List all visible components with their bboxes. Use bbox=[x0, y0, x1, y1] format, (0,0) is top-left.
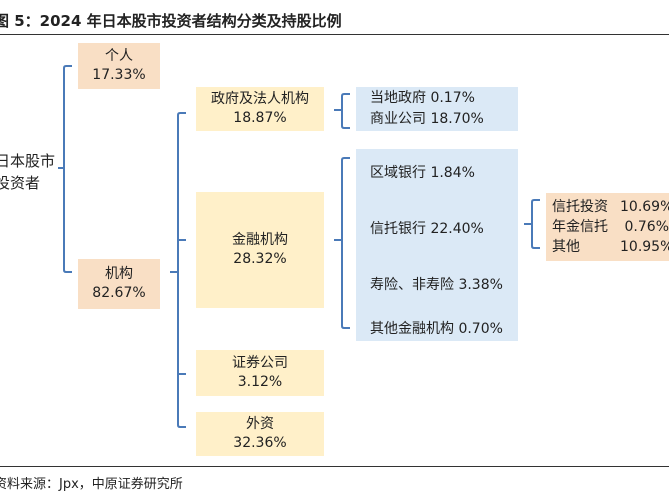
gov-corp-detail-box: 当地政府 0.17% 商业公司 18.70% bbox=[356, 87, 518, 131]
financial-box: 金融机构 28.32% bbox=[196, 192, 324, 308]
detail-insurance: 寿险、非寿险 3.38% bbox=[370, 277, 503, 293]
individual-box: 个人 17.33% bbox=[78, 43, 160, 89]
detail-commercial-company: 商业公司 18.70% bbox=[370, 111, 484, 127]
root-node: 日本股市 投资者 bbox=[0, 150, 60, 194]
individual-label: 个人 bbox=[105, 48, 133, 64]
root-bracket bbox=[63, 65, 72, 273]
trust-investment-name: 信托投资 bbox=[552, 199, 608, 215]
foreign-label: 外资 bbox=[246, 416, 274, 432]
detail-trust-bank: 信托银行 22.40% bbox=[370, 221, 484, 237]
individual-value: 17.33% bbox=[92, 67, 146, 83]
detail-local-government: 当地政府 0.17% bbox=[370, 90, 475, 106]
securities-value: 3.12% bbox=[237, 374, 283, 390]
pension-trust-name: 年金信托 bbox=[552, 219, 608, 235]
institution-label: 机构 bbox=[105, 266, 133, 282]
trust-detail-box bbox=[546, 193, 669, 261]
financial-label: 金融机构 bbox=[232, 232, 288, 248]
gov-corp-label: 政府及法人机构 bbox=[211, 91, 309, 107]
financial-bracket bbox=[341, 157, 350, 329]
institution-bracket bbox=[177, 112, 186, 428]
pension-trust-value: 0.76% bbox=[624, 219, 669, 235]
footer-rule bbox=[0, 466, 669, 467]
detail-other-financial: 其他金融机构 0.70% bbox=[370, 321, 503, 337]
root-line2: 投资者 bbox=[0, 174, 41, 192]
title-rule bbox=[0, 34, 669, 35]
foreign-value: 32.36% bbox=[233, 435, 287, 451]
trust-bracket bbox=[531, 199, 540, 249]
financial-detail-box bbox=[356, 149, 518, 341]
trust-other-value: 10.95% bbox=[620, 239, 669, 255]
figure-title: 图 5：2024 年日本股市投资者结构分类及持股比例 bbox=[0, 12, 342, 30]
gov-corp-value: 18.87% bbox=[233, 110, 287, 126]
securities-label: 证券公司 bbox=[232, 355, 288, 371]
root-line1: 日本股市 bbox=[0, 152, 56, 170]
institution-value: 82.67% bbox=[92, 285, 146, 301]
source-note: 资料来源：Jpx，中原证券研究所 bbox=[0, 477, 183, 492]
financial-value: 28.32% bbox=[233, 251, 287, 267]
foreign-box: 外资 32.36% bbox=[196, 412, 324, 456]
trust-investment-value: 10.69% bbox=[620, 199, 669, 215]
gov-corp-bracket bbox=[341, 93, 350, 129]
securities-box: 证券公司 3.12% bbox=[196, 350, 324, 396]
detail-regional-bank: 区域银行 1.84% bbox=[370, 165, 475, 181]
gov-corp-box: 政府及法人机构 18.87% bbox=[196, 87, 324, 131]
institution-box: 机构 82.67% bbox=[78, 259, 160, 309]
trust-other-name: 其他 bbox=[552, 239, 580, 255]
